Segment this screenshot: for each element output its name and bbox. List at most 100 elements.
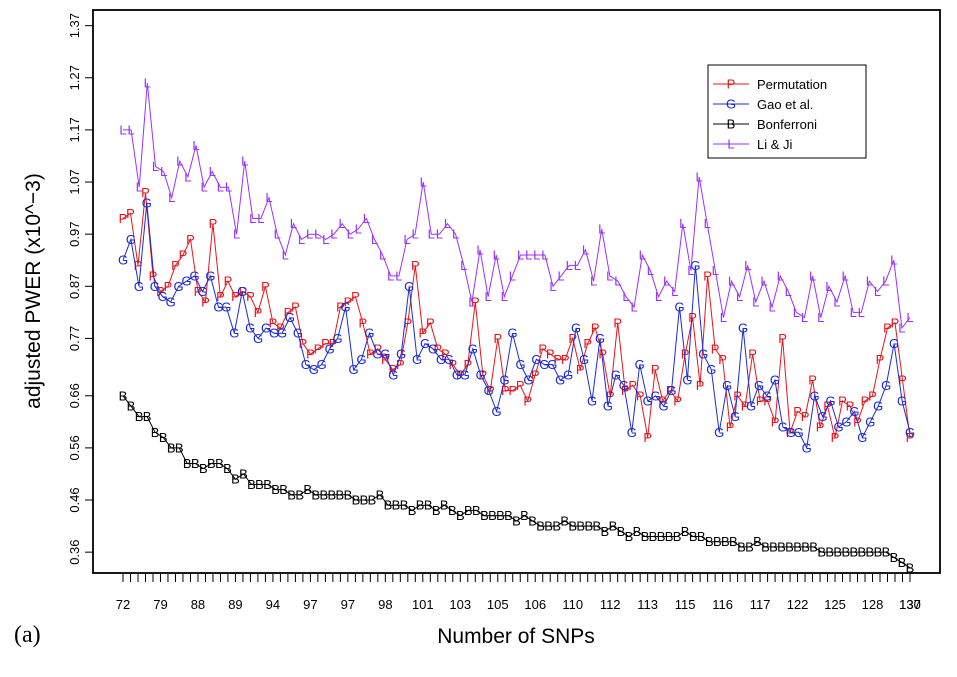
data-point: L bbox=[160, 164, 167, 179]
data-point: B bbox=[745, 539, 754, 554]
x-tick-label: 106 bbox=[524, 597, 546, 612]
data-point: P bbox=[591, 321, 600, 336]
data-point: B bbox=[849, 545, 858, 560]
data-point: G bbox=[356, 352, 366, 367]
data-point: P bbox=[216, 289, 225, 304]
data-point: L bbox=[452, 227, 459, 242]
data-point: L bbox=[501, 289, 508, 304]
data-point: B bbox=[199, 461, 208, 476]
data-point: P bbox=[269, 315, 278, 330]
panel-label: (a) bbox=[14, 622, 41, 648]
y-tick-label: 0.56 bbox=[67, 435, 82, 460]
series-layer: PPPPPPPPPPPPPPPPPPPPPPPPPPPPPPPPPPPPPPPP… bbox=[118, 76, 915, 576]
data-point: G bbox=[293, 326, 303, 341]
data-point: P bbox=[441, 347, 450, 362]
data-point: G bbox=[142, 195, 152, 210]
data-point: G bbox=[150, 279, 160, 294]
data-point: G bbox=[492, 404, 502, 419]
data-point: L bbox=[801, 310, 808, 325]
data-point: B bbox=[673, 529, 682, 544]
data-point: L bbox=[525, 248, 532, 263]
data-point: G bbox=[706, 362, 716, 377]
data-point: G bbox=[547, 357, 557, 372]
data-point: P bbox=[396, 357, 405, 372]
data-point: P bbox=[546, 347, 555, 362]
data-point: G bbox=[213, 300, 223, 315]
data-point: B bbox=[753, 534, 762, 549]
data-point: B bbox=[649, 529, 658, 544]
data-point: P bbox=[621, 383, 630, 398]
data-point: B bbox=[625, 529, 634, 544]
data-point: L bbox=[371, 232, 378, 247]
legend-marker: L bbox=[727, 137, 734, 152]
data-point: P bbox=[726, 420, 735, 435]
data-point: G bbox=[444, 352, 454, 367]
data-point: B bbox=[801, 539, 810, 554]
y-tick-label: 1.37 bbox=[67, 13, 82, 38]
data-point: B bbox=[408, 503, 417, 518]
data-point: B bbox=[592, 519, 601, 534]
data-point: B bbox=[809, 539, 818, 554]
data-point: G bbox=[730, 409, 740, 424]
data-point: G bbox=[134, 279, 144, 294]
data-point: B bbox=[641, 529, 650, 544]
series-line bbox=[122, 395, 911, 569]
data-point: G bbox=[245, 321, 255, 336]
data-point: B bbox=[536, 519, 545, 534]
data-point: L bbox=[176, 154, 183, 169]
data-point: P bbox=[673, 394, 682, 409]
data-point: G bbox=[802, 440, 812, 455]
data-point: P bbox=[711, 341, 720, 356]
data-point: P bbox=[373, 341, 382, 356]
data-point: G bbox=[476, 367, 486, 382]
data-point: P bbox=[141, 185, 150, 200]
data-point: G bbox=[515, 357, 525, 372]
data-point: P bbox=[201, 294, 210, 309]
data-point: B bbox=[167, 440, 176, 455]
data-point: P bbox=[561, 352, 570, 367]
data-point: P bbox=[156, 284, 165, 299]
data-point: L bbox=[347, 227, 354, 242]
x-tick-label: 110 bbox=[562, 597, 583, 612]
data-point: G bbox=[412, 352, 422, 367]
series-bonferroni: BBB BB BB BB B B B B BB BB B B B B B B B B B B B B B B B BB B B B B B B… bbox=[119, 388, 915, 575]
data-point: P bbox=[433, 341, 442, 356]
data-point: G bbox=[404, 279, 414, 294]
data-point: L bbox=[663, 274, 670, 289]
data-point: P bbox=[696, 378, 705, 393]
data-point: B bbox=[600, 524, 609, 539]
data-point: G bbox=[333, 331, 343, 346]
data-point: L bbox=[476, 242, 483, 257]
data-point: G bbox=[348, 362, 358, 377]
legend-label: Li & Ji bbox=[757, 137, 793, 152]
x-tick-label: 112 bbox=[600, 597, 621, 612]
y-tick-label: 1.07 bbox=[67, 169, 82, 194]
x-tick-label: 94 bbox=[266, 597, 280, 612]
data-point: L bbox=[225, 180, 232, 195]
data-point: G bbox=[237, 284, 247, 299]
data-point: P bbox=[448, 357, 457, 372]
data-point: G bbox=[603, 399, 613, 414]
data-point: L bbox=[606, 268, 613, 283]
data-point: B bbox=[528, 513, 537, 528]
data-point: L bbox=[671, 284, 678, 299]
data-point: L bbox=[541, 248, 548, 263]
data-point: B bbox=[376, 487, 385, 502]
data-point: G bbox=[174, 279, 184, 294]
data-point: G bbox=[865, 414, 875, 429]
data-point: G bbox=[770, 373, 780, 388]
data-point: B bbox=[416, 498, 425, 513]
data-point: G bbox=[579, 352, 589, 367]
data-point: B bbox=[777, 539, 786, 554]
data-point: L bbox=[614, 274, 621, 289]
data-point: P bbox=[808, 373, 817, 388]
data-point: P bbox=[171, 258, 180, 273]
data-point: B bbox=[263, 477, 272, 492]
data-point: B bbox=[857, 545, 866, 560]
data-point: B bbox=[729, 534, 738, 549]
data-point: L bbox=[249, 211, 256, 226]
x-tick-label: 103 bbox=[449, 597, 471, 612]
data-point: P bbox=[418, 326, 427, 341]
data-point: P bbox=[651, 362, 660, 377]
data-point: B bbox=[874, 545, 883, 560]
